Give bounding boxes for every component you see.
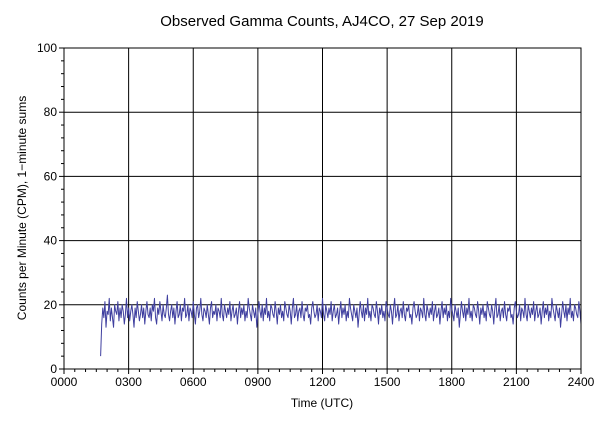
series-layer [100, 294, 582, 357]
y-tick-label: 20 [44, 298, 58, 312]
x-tick-label: 1800 [438, 375, 465, 389]
series-line-gamma-counts [100, 294, 582, 357]
x-tick-label: 0900 [245, 375, 272, 389]
x-tick-label: 2100 [503, 375, 530, 389]
y-tick-label: 0 [50, 362, 57, 376]
axes: 0000 0300 0600 0900 1200 1500 1800 2100 2400 0 20 4… [37, 41, 595, 389]
y-axis-label: Counts per Minute (CPM), 1−minute sums [15, 96, 29, 320]
x-tick-label: 0300 [115, 375, 142, 389]
x-axis-label: Time (UTC) [291, 396, 353, 410]
x-tick-label: 2400 [568, 375, 595, 389]
y-tick-label: 100 [37, 41, 57, 55]
grid-lines [64, 48, 581, 369]
x-tick-label: 0000 [51, 375, 78, 389]
x-tick-label: 0600 [180, 375, 207, 389]
y-tick-label: 40 [44, 234, 58, 248]
y-tick-label: 80 [44, 105, 58, 119]
x-tick-label: 1200 [309, 375, 336, 389]
y-tick-label: 60 [44, 169, 58, 183]
x-tick-label: 1500 [374, 375, 401, 389]
chart-title: Observed Gamma Counts, AJ4CO, 27 Sep 201… [160, 13, 484, 30]
